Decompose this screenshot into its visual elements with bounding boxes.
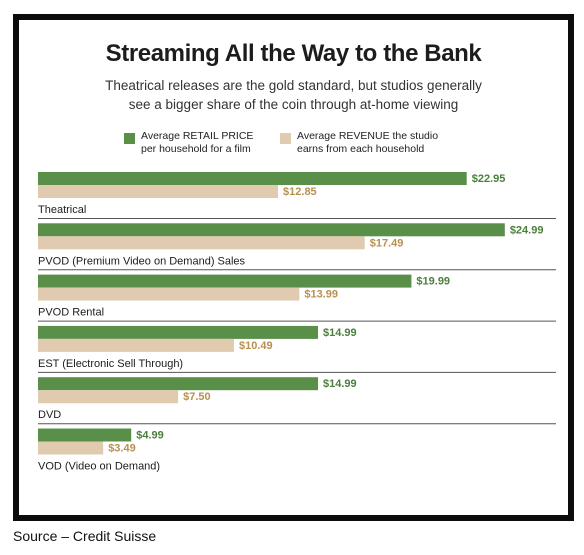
value-label-retail-2: $19.99 [416,276,450,288]
value-label-revenue-5: $3.49 [108,443,136,455]
bar-retail-0 [38,172,467,185]
bar-revenue-5 [38,441,104,455]
value-label-retail-3: $14.99 [323,327,357,339]
value-label-revenue-2: $13.99 [304,289,338,301]
legend-label-revenue: Average REVENUE the studio earns from ea… [297,130,439,155]
value-label-revenue-4: $7.50 [183,391,211,403]
bar-retail-1 [38,223,505,237]
bar-retail-4 [38,377,319,391]
legend: Average RETAIL PRICE per household for a… [19,130,568,164]
legend-swatch-revenue [280,133,291,144]
value-label-retail-1: $24.99 [510,224,544,236]
legend-label-retail: Average RETAIL PRICE per household for a… [141,130,254,155]
bar-revenue-1 [38,236,365,250]
subtitle-line-2: see a bigger share of the coin through a… [128,97,459,112]
bar-revenue-3 [38,338,234,352]
chart-frame: Streaming All the Way to the Bank Theatr… [13,14,574,521]
bar-chart: $22.95 $12.85 Theatrical $24.99 $17.49 PVOD (… [38,172,556,473]
bar-retail-3 [38,325,319,339]
category-label-0: Theatrical [38,204,86,216]
bar-revenue-2 [38,287,300,301]
category-label-2: PVOD Rental [38,307,104,319]
value-label-revenue-3: $10.49 [239,340,273,352]
chart-title: Streaming All the Way to the Bank [105,40,482,67]
value-label-revenue-1: $17.49 [370,237,404,249]
category-label-4: DVD [38,409,61,421]
bar-retail-5 [38,428,132,442]
subtitle-line-1: Theatrical releases are the gold standar… [105,78,482,93]
value-label-revenue-0: $12.85 [283,186,317,198]
category-label-5: VOD (Video on Demand) [38,461,160,473]
value-label-retail-5: $4.99 [136,430,164,442]
value-label-retail-0: $22.95 [472,173,506,185]
value-label-retail-4: $14.99 [323,378,357,390]
source-note: Source – Credit Suisse [13,528,157,544]
chart-subtitle: Theatrical releases are the gold standar… [19,76,568,114]
legend-swatch-retail [124,133,135,144]
bar-revenue-4 [38,390,179,404]
category-label-1: PVOD (Premium Video on Demand) Sales [38,255,246,267]
category-label-3: EST (Electronic Sell Through) [38,358,183,370]
bar-revenue-0 [38,185,279,198]
bar-retail-2 [38,274,412,288]
